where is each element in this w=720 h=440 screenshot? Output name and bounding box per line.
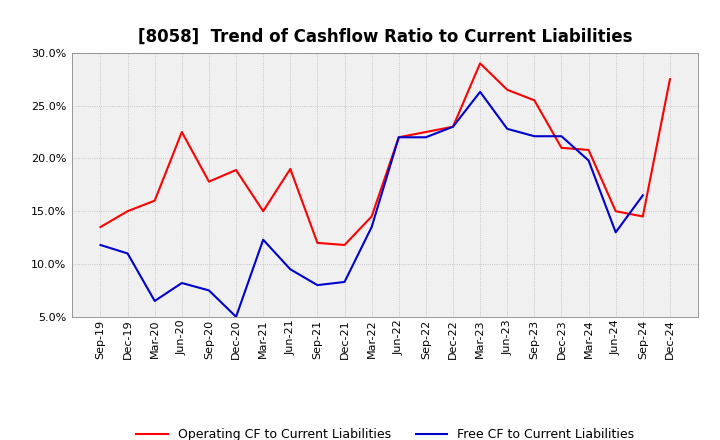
Legend: Operating CF to Current Liabilities, Free CF to Current Liabilities: Operating CF to Current Liabilities, Fre… <box>131 423 639 440</box>
Operating CF to Current Liabilities <box>367 214 376 219</box>
Operating CF to Current Liabilities <box>449 124 457 129</box>
Free CF to Current Liabilities <box>421 135 430 140</box>
Operating CF to Current Liabilities <box>503 87 511 92</box>
Operating CF to Current Liabilities <box>96 224 105 230</box>
Free CF to Current Liabilities <box>204 288 213 293</box>
Operating CF to Current Liabilities <box>341 242 349 248</box>
Free CF to Current Liabilities <box>123 251 132 256</box>
Free CF to Current Liabilities <box>96 242 105 248</box>
Operating CF to Current Liabilities <box>530 98 539 103</box>
Operating CF to Current Liabilities <box>476 61 485 66</box>
Operating CF to Current Liabilities <box>286 166 294 172</box>
Free CF to Current Liabilities <box>639 193 647 198</box>
Operating CF to Current Liabilities <box>123 209 132 214</box>
Free CF to Current Liabilities <box>611 230 620 235</box>
Operating CF to Current Liabilities <box>313 240 322 246</box>
Free CF to Current Liabilities <box>341 279 349 285</box>
Operating CF to Current Liabilities <box>665 77 674 82</box>
Free CF to Current Liabilities <box>286 267 294 272</box>
Operating CF to Current Liabilities <box>639 214 647 219</box>
Free CF to Current Liabilities <box>449 124 457 129</box>
Free CF to Current Liabilities <box>584 158 593 163</box>
Operating CF to Current Liabilities <box>611 209 620 214</box>
Free CF to Current Liabilities <box>530 134 539 139</box>
Free CF to Current Liabilities <box>150 298 159 304</box>
Free CF to Current Liabilities <box>476 89 485 95</box>
Operating CF to Current Liabilities <box>557 145 566 150</box>
Title: [8058]  Trend of Cashflow Ratio to Current Liabilities: [8058] Trend of Cashflow Ratio to Curren… <box>138 28 632 46</box>
Free CF to Current Liabilities <box>395 135 403 140</box>
Free CF to Current Liabilities <box>557 134 566 139</box>
Free CF to Current Liabilities <box>259 237 268 242</box>
Operating CF to Current Liabilities <box>421 129 430 135</box>
Operating CF to Current Liabilities <box>259 209 268 214</box>
Line: Free CF to Current Liabilities: Free CF to Current Liabilities <box>101 92 643 317</box>
Operating CF to Current Liabilities <box>150 198 159 203</box>
Operating CF to Current Liabilities <box>232 167 240 172</box>
Free CF to Current Liabilities <box>232 314 240 319</box>
Line: Operating CF to Current Liabilities: Operating CF to Current Liabilities <box>101 63 670 245</box>
Free CF to Current Liabilities <box>178 280 186 286</box>
Operating CF to Current Liabilities <box>395 135 403 140</box>
Operating CF to Current Liabilities <box>178 129 186 135</box>
Operating CF to Current Liabilities <box>584 147 593 153</box>
Free CF to Current Liabilities <box>503 126 511 132</box>
Free CF to Current Liabilities <box>313 282 322 288</box>
Operating CF to Current Liabilities <box>204 179 213 184</box>
Free CF to Current Liabilities <box>367 224 376 230</box>
